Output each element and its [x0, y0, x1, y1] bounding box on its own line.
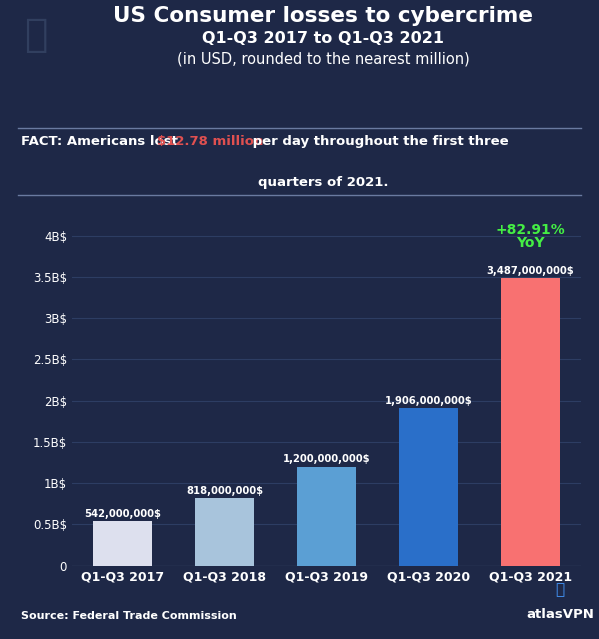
Bar — [297, 466, 356, 566]
Text: per day throughout the first three: per day throughout the first three — [248, 135, 509, 148]
Text: Source: Federal Trade Commission: Source: Federal Trade Commission — [21, 611, 237, 621]
Bar — [399, 408, 458, 566]
Text: 542,000,000$: 542,000,000$ — [84, 509, 161, 519]
Text: atlasVPN: atlasVPN — [526, 608, 594, 621]
Text: 3,487,000,000$: 3,487,000,000$ — [486, 266, 574, 276]
Text: 818,000,000$: 818,000,000$ — [186, 486, 263, 496]
Text: 📶: 📶 — [555, 583, 565, 597]
Text: 💰: 💰 — [24, 16, 47, 54]
Text: (in USD, rounded to the nearest million): (in USD, rounded to the nearest million) — [177, 51, 470, 66]
Text: FACT: Americans lost: FACT: Americans lost — [21, 135, 183, 148]
Text: +82.91%: +82.91% — [495, 223, 565, 237]
Text: YoY: YoY — [516, 236, 544, 250]
Bar — [501, 278, 559, 566]
Bar — [195, 498, 254, 566]
Text: 1,906,000,000$: 1,906,000,000$ — [385, 396, 472, 406]
Text: US Consumer losses to cybercrime: US Consumer losses to cybercrime — [113, 6, 534, 26]
Text: $12.78 million: $12.78 million — [157, 135, 264, 148]
Bar — [93, 521, 152, 566]
Text: 1,200,000,000$: 1,200,000,000$ — [283, 454, 370, 465]
Text: Q1-Q3 2017 to Q1-Q3 2021: Q1-Q3 2017 to Q1-Q3 2021 — [202, 31, 444, 45]
Text: quarters of 2021.: quarters of 2021. — [258, 176, 389, 189]
